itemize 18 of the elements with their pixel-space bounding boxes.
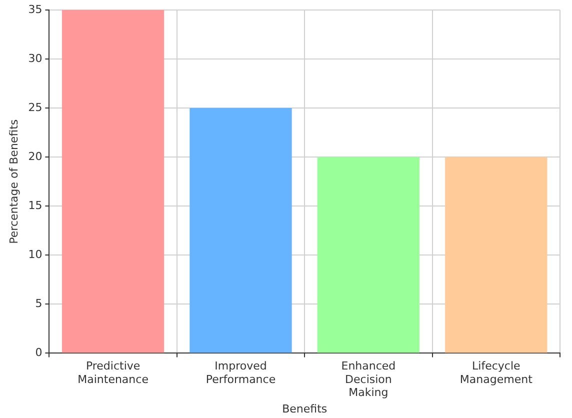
y-tick-label: 20 <box>28 150 42 163</box>
x-tick-label: Lifecycle Management <box>460 360 534 386</box>
bar <box>62 10 164 353</box>
x-tick-label: Enhanced Decision Making <box>341 360 396 400</box>
x-tick-label: Predictive Maintenance <box>78 360 149 386</box>
bar <box>445 157 548 353</box>
y-tick-label: 30 <box>28 52 42 65</box>
bar <box>190 108 292 353</box>
y-tick-label: 35 <box>28 2 42 16</box>
y-tick-label: 15 <box>28 198 42 212</box>
y-tick-label: 25 <box>28 100 42 114</box>
y-tick-label: 0 <box>35 346 42 360</box>
y-axis-title: Percentage of Benefits <box>7 119 20 244</box>
y-tick-label: 10 <box>28 248 42 261</box>
bar <box>317 157 420 353</box>
x-axis-title: Benefits <box>282 402 328 416</box>
y-tick-label: 5 <box>35 297 42 310</box>
x-tick-label: Improved Performance <box>206 360 276 386</box>
